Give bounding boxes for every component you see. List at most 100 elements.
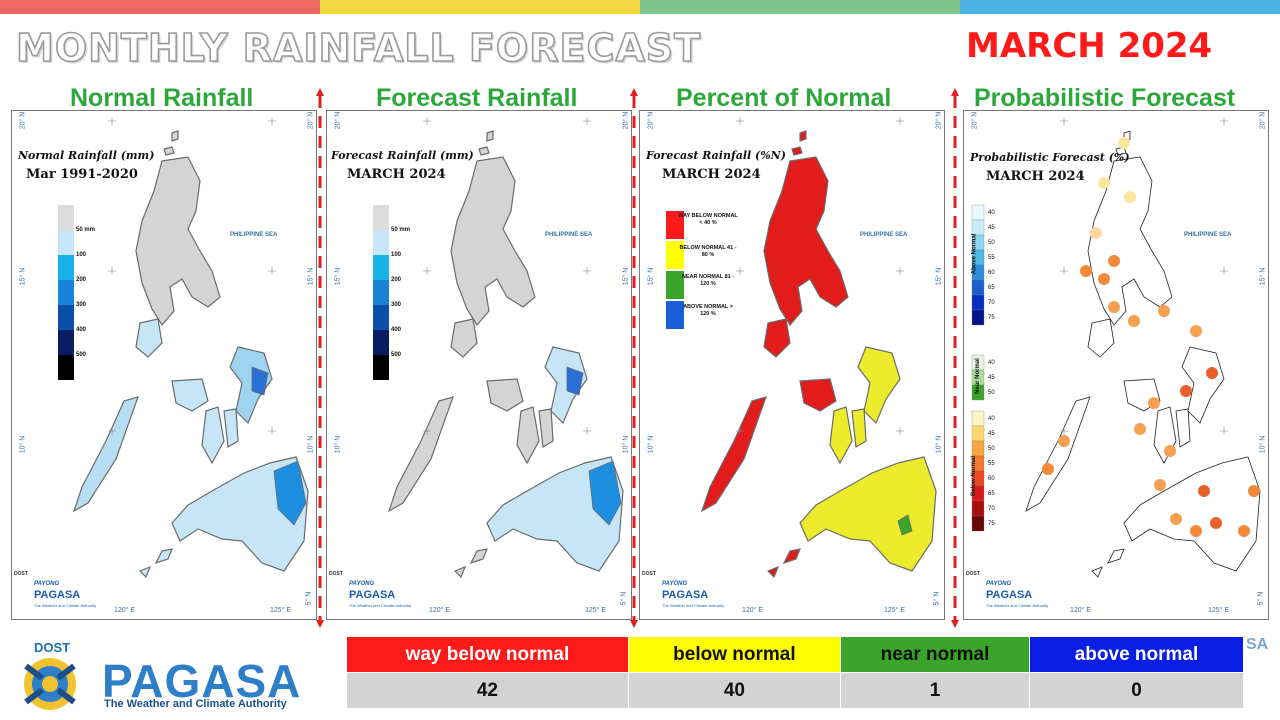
above-normal-swatch xyxy=(971,309,985,326)
island-shape xyxy=(1025,396,1091,512)
above-normal-tick: 60 xyxy=(988,270,995,276)
station-marker xyxy=(1042,463,1054,475)
map-label: Forecast Rainfall (%N) xyxy=(646,149,786,162)
map-period: MARCH 2024 xyxy=(662,167,761,182)
lat-label: 15° N xyxy=(647,267,655,286)
tagline-text: The Weather and Climate Authority xyxy=(662,603,725,608)
above-normal-tick: 45 xyxy=(988,225,995,231)
rainfall-legend xyxy=(58,205,74,380)
lat-label: 20° N xyxy=(19,111,27,130)
island-shape xyxy=(763,318,791,358)
philippines-map xyxy=(72,117,309,579)
lat-label: 10° N xyxy=(935,435,943,454)
island-shape xyxy=(763,156,849,327)
island-shape xyxy=(799,130,807,142)
count-way-below-normal: 42 xyxy=(346,672,629,709)
dost-text: DOST xyxy=(14,571,28,577)
near-normal-tick: 40 xyxy=(988,360,995,366)
lat-label: 15° N xyxy=(307,267,315,286)
lat-label: 20° N xyxy=(647,111,655,130)
station-marker xyxy=(1206,367,1218,379)
station-marker xyxy=(1080,265,1092,277)
legend-swatch xyxy=(666,241,684,269)
island-shape xyxy=(171,456,309,572)
station-marker xyxy=(1198,485,1210,497)
station-marker xyxy=(1108,301,1120,313)
station-marker xyxy=(1124,191,1136,203)
island-shape xyxy=(799,456,937,572)
rainfall-zone xyxy=(588,460,622,526)
below-normal-swatch xyxy=(971,500,985,517)
below-normal-tick: 60 xyxy=(988,476,995,482)
island-shape xyxy=(387,396,454,513)
lat-label: 20° N xyxy=(1259,111,1267,130)
island-shape xyxy=(799,378,837,412)
island-shape xyxy=(171,130,179,142)
count-near-normal: 1 xyxy=(839,672,1030,709)
probability-legend: 40 45 50 55 60 65 70 75 40 45 50 40 45 50 55 60 65 70 75 xyxy=(971,204,995,532)
lat-label: 15° N xyxy=(1259,267,1267,286)
island-shape xyxy=(1175,408,1191,448)
map-period: MARCH 2024 xyxy=(347,167,446,182)
island-shape xyxy=(538,408,554,448)
island-shape xyxy=(782,548,801,565)
pagasa-text: PAGASA xyxy=(34,589,81,601)
map-label: Forecast Rainfall (mm) xyxy=(331,149,474,162)
legend-tick: 500 xyxy=(391,352,402,358)
island-shape xyxy=(450,156,536,327)
station-marker xyxy=(1180,385,1192,397)
lat-label: 5° N xyxy=(933,591,941,606)
lon-label: 120° E xyxy=(742,607,764,614)
rainfall-zone xyxy=(251,366,269,396)
island-shape xyxy=(766,565,780,579)
below-normal-tick: 50 xyxy=(988,446,995,452)
philippines-map xyxy=(700,117,937,579)
lat-label: 10° N xyxy=(19,435,27,454)
map-period: MARCH 2024 xyxy=(986,169,1085,184)
island-shape xyxy=(201,406,225,465)
panel-separator xyxy=(316,88,324,628)
lat-label: 20° N xyxy=(307,111,315,130)
pagasa-logo: DOST PAGASA The Weather and Climate Auth… xyxy=(14,640,314,714)
lat-label: 15° N xyxy=(19,267,27,286)
station-marker xyxy=(1090,227,1102,239)
legend-label: ABOVE NORMAL > 120 % xyxy=(683,304,733,317)
island-shape xyxy=(486,378,524,412)
station-marker xyxy=(1098,177,1110,189)
tagline-text: The Weather and Climate Authority xyxy=(349,603,412,608)
stripe-blue xyxy=(960,0,1280,14)
station-marker xyxy=(1134,423,1146,435)
lat-label: 5° N xyxy=(620,591,628,606)
below-normal-tick: 40 xyxy=(988,416,995,422)
near-normal-zone xyxy=(897,514,913,536)
island-shape xyxy=(1181,346,1225,424)
map-panel-percent-of-normal: Forecast Rainfall (%N) MARCH 2024 PHILIP… xyxy=(639,110,945,620)
island-shape xyxy=(486,130,494,142)
pagasa-text: PAGASA xyxy=(349,589,396,601)
map-panel-forecast-rainfall: Forecast Rainfall (mm) MARCH 2024 PHILIP… xyxy=(326,110,632,620)
lat-label: 5° N xyxy=(1257,591,1265,606)
above-normal-tick: 65 xyxy=(988,285,995,291)
month-title: MARCH 2024 xyxy=(966,26,1213,66)
pagasa-emblem-icon xyxy=(24,658,76,710)
sea-label: PHILIPPINE SEA xyxy=(230,232,278,238)
map-panel-normal-rainfall: Normal Rainfall (mm) Mar 1991-2020 PHILI… xyxy=(11,110,317,620)
island-shape xyxy=(851,408,867,448)
island-shape xyxy=(171,378,209,412)
legend-tick: 400 xyxy=(391,327,402,333)
page-title: MONTHLY RAINFALL FORECAST xyxy=(15,25,702,71)
above-normal-tick: 40 xyxy=(988,210,995,216)
island-shape xyxy=(516,406,540,465)
header-above-normal: above normal xyxy=(1028,636,1245,673)
sea-label: PHILIPPINE SEA xyxy=(1184,232,1232,238)
lat-label: 15° N xyxy=(622,267,630,286)
dost-text: DOST xyxy=(642,571,656,577)
lat-label: 10° N xyxy=(1259,435,1267,454)
lat-label: 20° N xyxy=(622,111,630,130)
below-normal-tick: 70 xyxy=(988,506,995,512)
lat-label: 15° N xyxy=(935,267,943,286)
station-marker xyxy=(1128,315,1140,327)
station-marker xyxy=(1190,525,1202,537)
pagasa-wordmark: PAGASA xyxy=(102,655,302,707)
station-marker xyxy=(1148,397,1160,409)
